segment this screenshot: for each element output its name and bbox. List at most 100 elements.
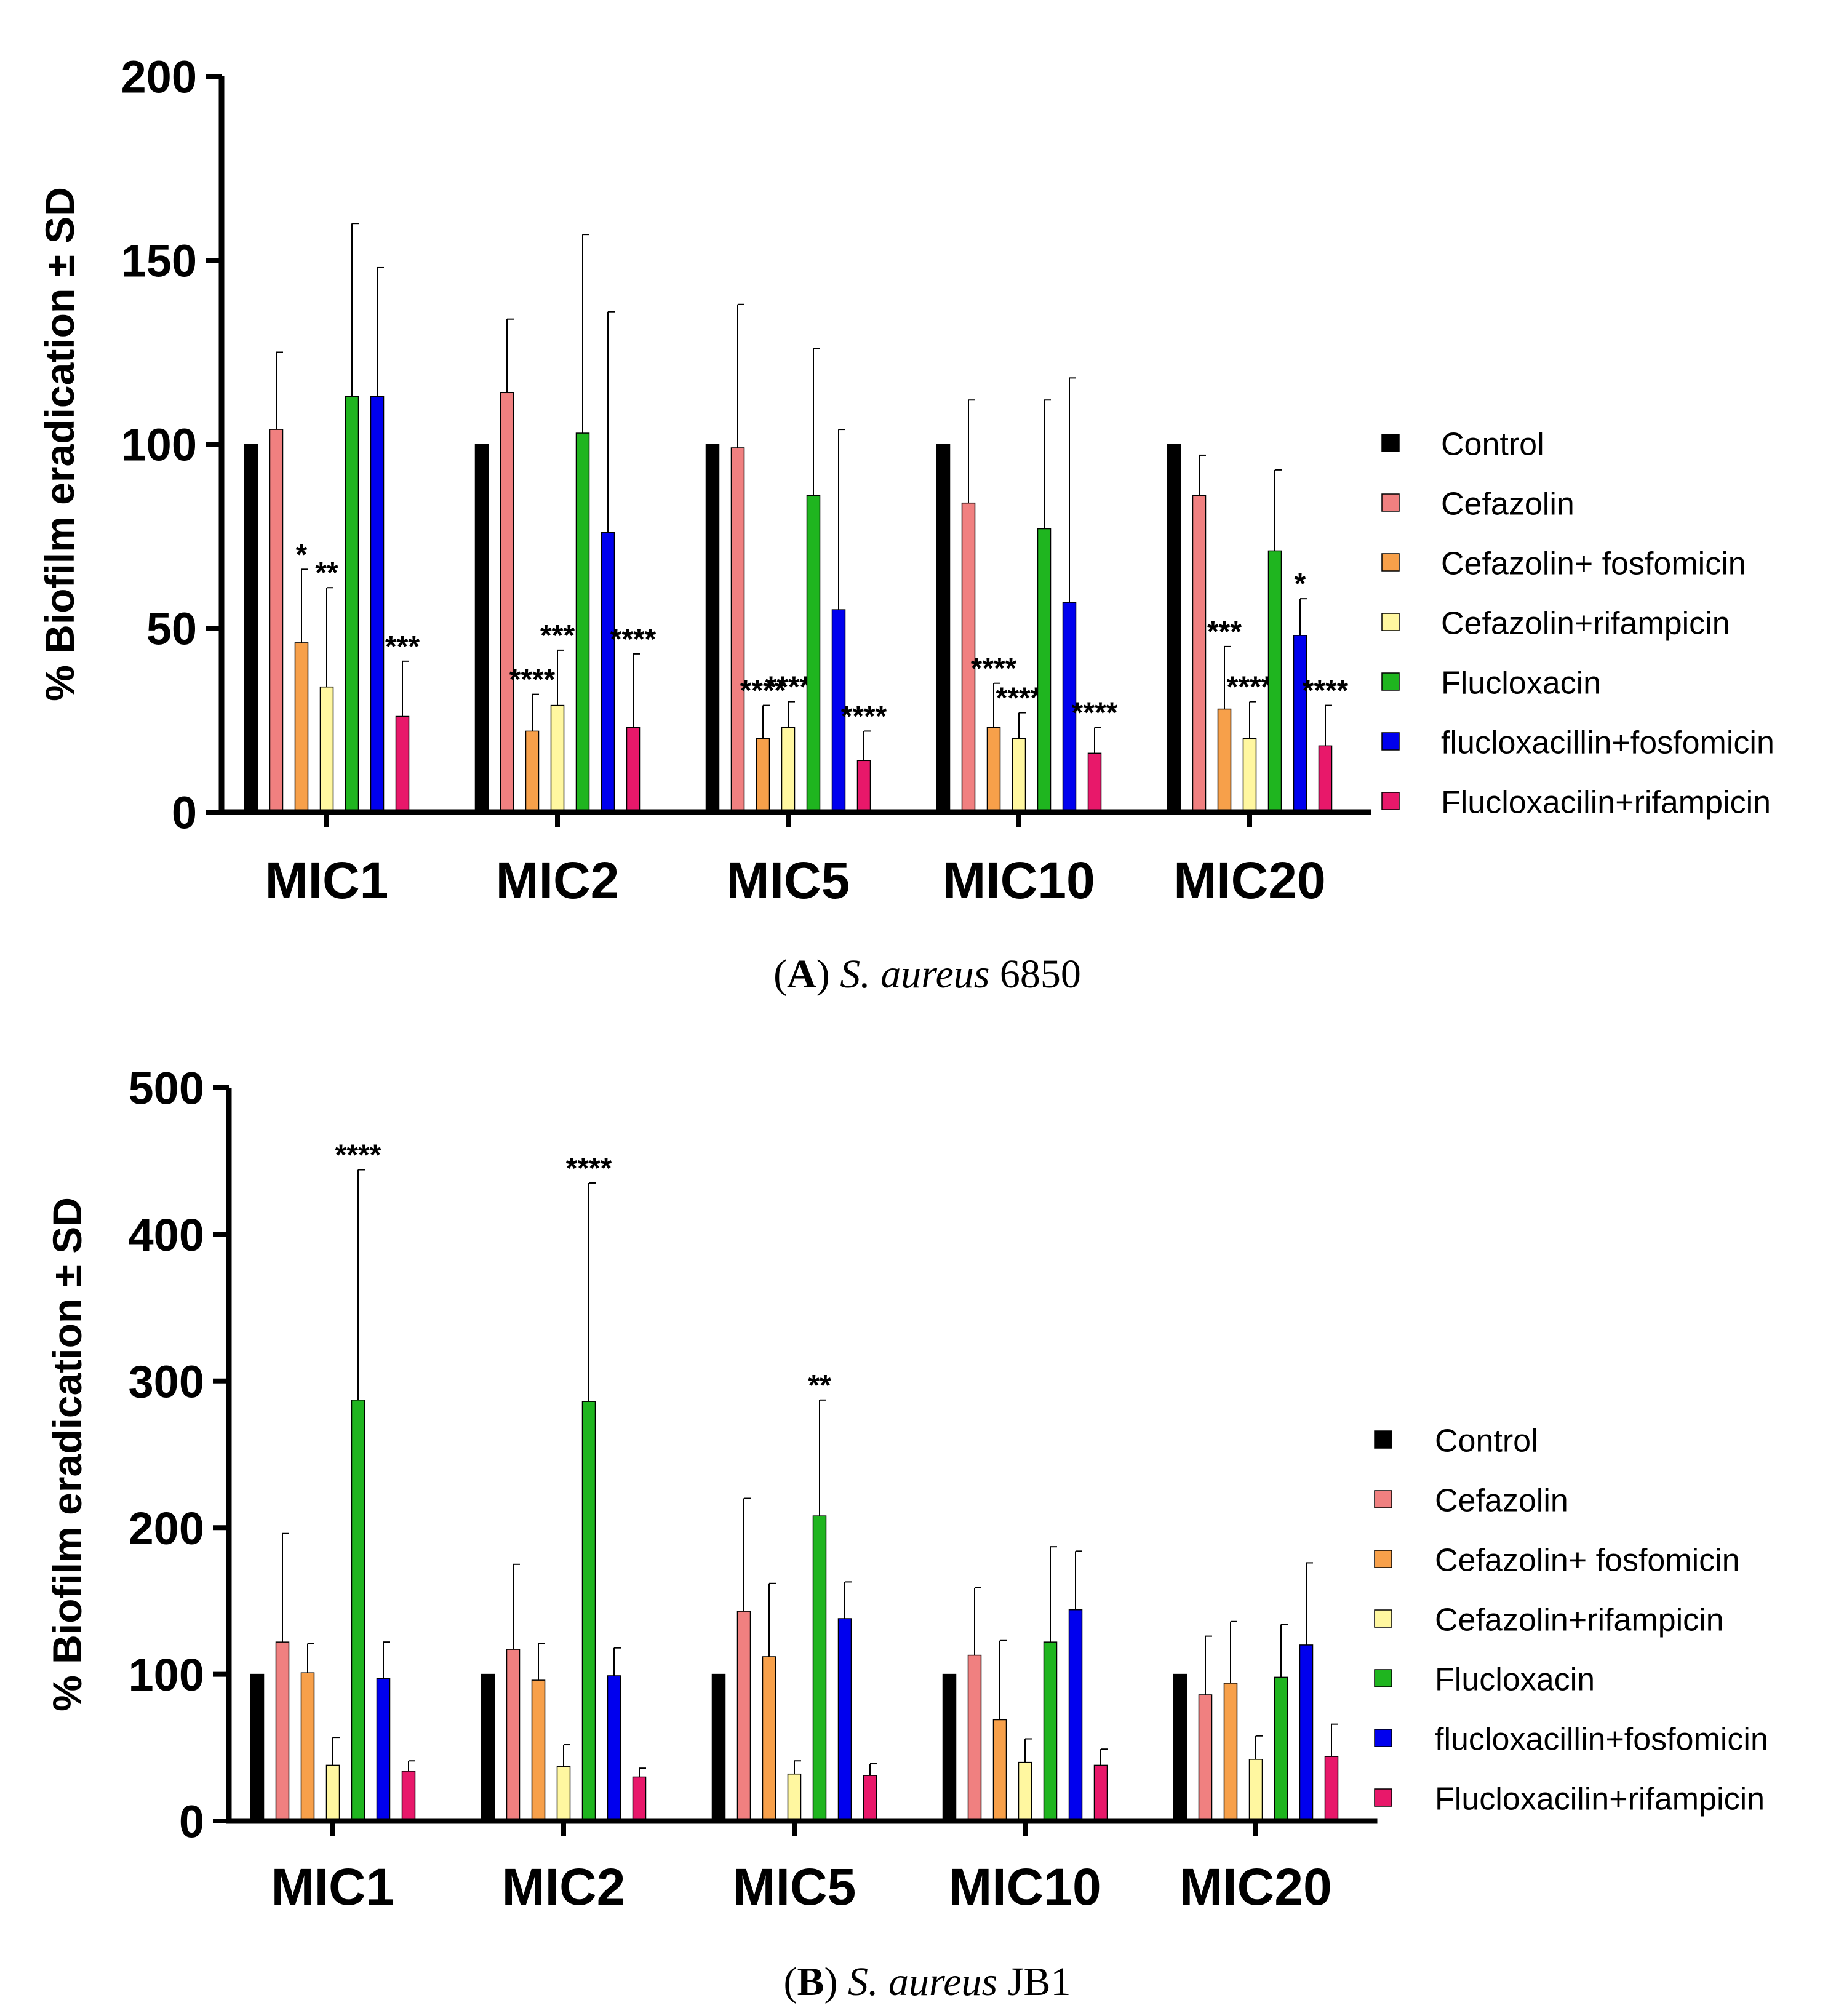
significance-label: **** <box>1303 675 1349 707</box>
caption-a: (A) S. aureus 6850 <box>773 952 1081 997</box>
bar <box>1012 738 1026 813</box>
bar <box>581 1401 596 1822</box>
category-label: MIC5 <box>727 851 850 909</box>
legend-swatch <box>1381 732 1400 751</box>
bar <box>1248 1759 1263 1822</box>
y-tick-label: 500 <box>129 1063 204 1114</box>
bar <box>1293 635 1307 813</box>
y-tick-label: 0 <box>179 1796 204 1847</box>
bar <box>632 1776 647 1822</box>
legend-label: Cefazolin+rifampicin <box>1435 1603 1724 1638</box>
legend-label: Cefazolin+ fosfomicin <box>1435 1543 1740 1579</box>
bar <box>376 1678 391 1822</box>
bar <box>401 1771 416 1822</box>
caption-b-strain: JB1 <box>1008 1959 1071 2004</box>
significance-label: ** <box>315 557 338 589</box>
bar <box>1267 550 1282 813</box>
bar <box>395 715 410 813</box>
significance-label: *** <box>385 631 420 663</box>
bar <box>275 1641 290 1822</box>
bar <box>481 1673 495 1822</box>
bar <box>1324 1756 1339 1822</box>
bar <box>1242 738 1257 813</box>
y-axis-label: % Biofilm eradication ± SD <box>37 187 82 701</box>
bar <box>370 396 385 813</box>
significance-label: **** <box>841 700 887 733</box>
bar <box>806 495 821 813</box>
legend-swatch <box>1381 613 1400 631</box>
bar <box>626 727 641 813</box>
category-label: MIC2 <box>496 851 620 909</box>
legend-label: Cefazolin <box>1435 1483 1568 1519</box>
legend-label: Cefazolin+rifampicin <box>1441 606 1730 642</box>
significance-label: * <box>1295 568 1306 600</box>
bar <box>967 1654 982 1822</box>
legend-swatch <box>1374 1669 1392 1687</box>
significance-label: **** <box>1072 696 1118 729</box>
y-tick-label: 150 <box>121 236 197 287</box>
y-tick-label: 200 <box>121 52 197 103</box>
bar <box>474 444 489 813</box>
significance-label: *** <box>540 620 575 652</box>
legend-swatch <box>1381 792 1400 810</box>
bar <box>1018 1761 1032 1822</box>
legend-label: Flucloxacilin+rifampicin <box>1435 1782 1765 1817</box>
bar <box>986 727 1001 813</box>
bar <box>1093 1764 1108 1822</box>
y-tick-label: 200 <box>129 1503 204 1554</box>
bar <box>936 444 951 813</box>
bar <box>1087 752 1102 813</box>
bar <box>837 1618 852 1822</box>
bar <box>531 1679 546 1822</box>
legend-label: Control <box>1435 1424 1538 1459</box>
chart-panel-b: 0 100 200 300 400 500 % Biofilm eradication ± … <box>44 1063 1768 1916</box>
y-tick-label: 100 <box>121 420 197 471</box>
bar <box>1043 1641 1058 1822</box>
bar <box>550 704 565 813</box>
bar <box>1192 495 1207 813</box>
legend-swatch <box>1374 1430 1392 1449</box>
legend-label: flucloxacillin+fosfomicin <box>1441 725 1774 761</box>
legend-swatch <box>1374 1490 1392 1508</box>
legend-swatch <box>1381 672 1400 691</box>
legend-label: Cefazolin <box>1441 487 1575 522</box>
bar <box>607 1675 621 1822</box>
category-label: MIC20 <box>1179 1858 1331 1916</box>
bar <box>294 642 309 813</box>
y-tick-label: 0 <box>172 787 197 839</box>
bar <box>500 392 514 813</box>
y-tick-label: 400 <box>129 1209 204 1261</box>
caption-a-species: S. aureus <box>840 952 989 997</box>
caption-b-species: S. aureus <box>848 1959 997 2004</box>
category-label: MIC2 <box>502 1858 626 1916</box>
bar <box>1274 1676 1288 1822</box>
bar <box>705 444 720 813</box>
significance-label: **** <box>566 1152 612 1185</box>
significance-label: *** <box>1207 616 1242 648</box>
bar <box>300 1672 315 1822</box>
significance-label: * <box>296 538 308 571</box>
bar <box>863 1775 877 1822</box>
legend-label: Flucloxacin <box>1441 666 1601 701</box>
significance-label: ** <box>808 1369 831 1402</box>
significance-label: **** <box>740 675 786 707</box>
legend-swatch <box>1381 493 1400 512</box>
bar <box>787 1773 802 1822</box>
bar <box>325 1764 340 1822</box>
bar <box>812 1515 827 1822</box>
y-tick-label: 50 <box>146 604 197 655</box>
bar <box>1167 444 1181 813</box>
category-label: MIC1 <box>271 1858 395 1916</box>
significance-label: **** <box>509 664 556 696</box>
bar <box>244 444 258 813</box>
caption-a-letter: A <box>787 952 816 997</box>
bar <box>1198 1694 1213 1822</box>
bar <box>269 429 284 813</box>
category-label: MIC10 <box>943 851 1095 909</box>
legend-swatch <box>1381 434 1400 452</box>
bar <box>250 1673 265 1822</box>
bar <box>942 1673 957 1822</box>
category-label: MIC20 <box>1173 851 1325 909</box>
